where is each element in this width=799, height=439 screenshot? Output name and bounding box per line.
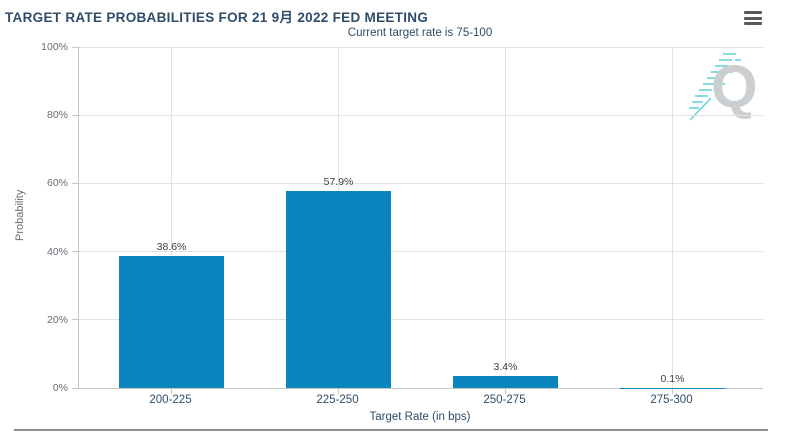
y-tick-label: 0%: [52, 382, 68, 394]
probability-bar[interactable]: [119, 256, 224, 388]
y-tick-label: 100%: [41, 41, 68, 53]
bar-value-label: 3.4%: [493, 361, 518, 374]
y-tick-label: 60%: [46, 177, 68, 190]
gridline-horizontal: [79, 46, 763, 48]
hamburger-bar: [744, 11, 762, 14]
x-tick-mark: [170, 389, 172, 394]
gridline-vertical: [672, 47, 673, 388]
y-tick-mark: [72, 387, 78, 389]
gridline-horizontal: [79, 114, 763, 116]
watermark-q-letter: Q: [711, 53, 758, 120]
gridline-horizontal: [79, 182, 763, 184]
x-tick-mark: [337, 389, 339, 394]
bottom-divider: [14, 429, 768, 431]
bar-value-label: 57.9%: [323, 175, 354, 188]
x-tick-label: 250-275: [483, 394, 526, 406]
bar-value-label: 38.6%: [156, 241, 187, 254]
x-tick-label: 275-300: [650, 394, 693, 406]
y-tick-mark: [72, 46, 78, 48]
y-tick-mark: [72, 319, 78, 321]
chart-subtitle: Current target rate is 75-100: [347, 27, 493, 39]
x-tick-label: 225-250: [316, 394, 359, 406]
gridline-horizontal: [79, 319, 763, 321]
gridline-horizontal: [79, 251, 763, 253]
hamburger-bar: [744, 16, 762, 20]
x-tick-mark: [504, 389, 506, 394]
x-tick-mark: [671, 389, 673, 394]
probability-bar[interactable]: [453, 376, 558, 388]
probability-bar[interactable]: [286, 190, 391, 388]
plot-area: Q 38.6% 57.9% 3.4% 0.1%: [78, 46, 763, 389]
y-tick-mark: [72, 251, 78, 253]
y-tick-mark: [72, 114, 78, 116]
quikstrike-logo-watermark: Q: [689, 53, 758, 121]
y-axis-title: Probability: [14, 189, 26, 241]
x-axis-title: Target Rate (in bps): [369, 411, 471, 423]
bar-value-label: 0.1%: [660, 372, 685, 385]
y-tick-mark: [72, 182, 78, 184]
gridline-vertical: [505, 47, 506, 388]
y-tick-label: 20%: [46, 313, 68, 326]
y-tick-label: 40%: [46, 245, 68, 258]
y-tick-label: 80%: [46, 109, 68, 122]
x-tick-label: 200-225: [149, 394, 192, 406]
gridline-vertical: [171, 47, 172, 388]
hamburger-menu-icon[interactable]: [744, 11, 762, 26]
hamburger-bar: [744, 22, 762, 25]
chart-title: TARGET RATE PROBABILITIES FOR 21 9月 2022…: [5, 10, 429, 25]
